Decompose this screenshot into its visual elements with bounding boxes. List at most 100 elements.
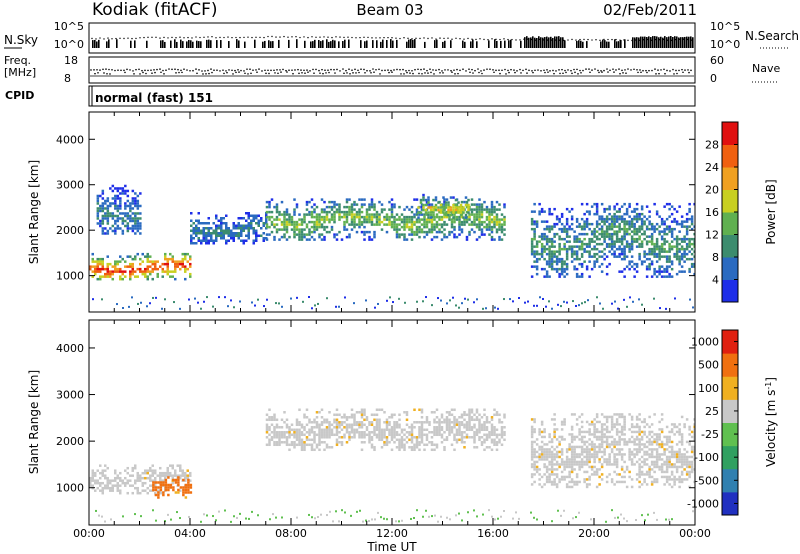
nsky-bar [434, 40, 436, 48]
echo-cell [212, 229, 215, 232]
echo-cell [530, 245, 534, 248]
echo-cell [188, 298, 190, 301]
echo-cell [207, 232, 210, 235]
echo-cell [420, 408, 424, 412]
echo-cell [560, 478, 564, 481]
echo-cell [420, 441, 424, 444]
echo-cell [144, 270, 147, 273]
echo-cell [540, 485, 544, 489]
echo-cell [215, 229, 218, 232]
echo-cell [116, 267, 119, 271]
echo-cell [398, 448, 401, 452]
echo-cell [643, 433, 646, 436]
echo-cell [325, 436, 329, 439]
echo-cell [184, 488, 188, 492]
echo-cell [94, 265, 97, 268]
echo-cell [435, 408, 439, 412]
nsky-bar [330, 41, 332, 48]
echo-cell [443, 431, 446, 434]
nsearch-dot [187, 36, 189, 39]
echo-cell [380, 228, 384, 231]
echo-cell [480, 423, 484, 427]
echo-cell [358, 225, 361, 229]
echo-cell [393, 218, 396, 221]
echo-cell [345, 218, 349, 221]
echo-cell [618, 237, 621, 241]
echo-cell [293, 213, 296, 216]
echo-cell [495, 230, 499, 234]
echo-cell [630, 423, 634, 426]
echo-cell [313, 426, 316, 429]
echo-cell [206, 296, 208, 299]
echo-cell [485, 421, 489, 424]
echo-cell [558, 443, 561, 446]
echo-cell [655, 465, 659, 469]
nsearch-dot [171, 36, 173, 39]
echo-cell [585, 210, 589, 213]
nsky-bar [564, 40, 566, 48]
echo-cell [623, 230, 626, 233]
echo-cell [533, 222, 536, 226]
echo-cell [613, 425, 616, 429]
echo-cell [655, 222, 659, 226]
echo-cell [368, 441, 371, 444]
echo-cell [413, 426, 416, 429]
echo-cell [245, 212, 248, 215]
echo-cell [315, 223, 319, 226]
freq-dot [282, 68, 284, 71]
echo-cell [360, 220, 364, 224]
echo-cell [303, 220, 306, 224]
freq-dot [345, 69, 347, 72]
echo-cell [663, 247, 666, 251]
echo-cell [453, 433, 456, 437]
echo-cell [237, 234, 240, 237]
echo-cell [588, 212, 591, 216]
echo-cell [483, 441, 486, 444]
echo-cell [570, 207, 574, 211]
echo-cell [580, 413, 584, 416]
echo-cell [613, 463, 616, 466]
echo-cell [325, 421, 329, 424]
echo-cell [101, 262, 104, 266]
echo-cell [288, 426, 291, 429]
echo-cell [408, 218, 411, 221]
echo-cell [109, 187, 112, 190]
echo-cell [565, 475, 569, 479]
echo-cell [370, 215, 374, 219]
echo-cell [543, 430, 546, 434]
echo-cell [328, 436, 331, 439]
echo-cell [630, 240, 634, 243]
echo-cell [106, 267, 109, 271]
echo-cell [328, 426, 331, 429]
nsky-bar [472, 39, 474, 48]
echo-cell [653, 250, 656, 253]
echo-cell [553, 428, 556, 431]
freq-dot [276, 69, 278, 71]
echo-cell [432, 206, 435, 209]
nsearch-dot [135, 37, 137, 40]
echo-cell [655, 237, 659, 241]
echo-cell [653, 480, 656, 484]
echo-cell [500, 228, 504, 231]
echo-cell [265, 215, 269, 219]
echo-cell [530, 435, 534, 439]
echo-cell [428, 228, 431, 231]
echo-cell [363, 431, 366, 434]
echo-cell [550, 240, 554, 243]
echo-cell [268, 416, 271, 419]
nsearch-dot [555, 39, 557, 41]
echo-cell [683, 240, 686, 243]
freq-dot [219, 70, 221, 72]
echo-cell [303, 446, 306, 449]
echo-cell [136, 219, 140, 223]
echo-cell [553, 255, 556, 258]
echo-cell [608, 212, 611, 216]
echo-cell [427, 198, 430, 202]
echo-cell [373, 230, 376, 234]
echo-cell [94, 260, 97, 263]
echo-cell [96, 217, 100, 220]
echo-cell [493, 215, 496, 219]
echo-cell [315, 423, 319, 427]
echo-cell [101, 189, 105, 193]
echo-cell [96, 481, 99, 485]
